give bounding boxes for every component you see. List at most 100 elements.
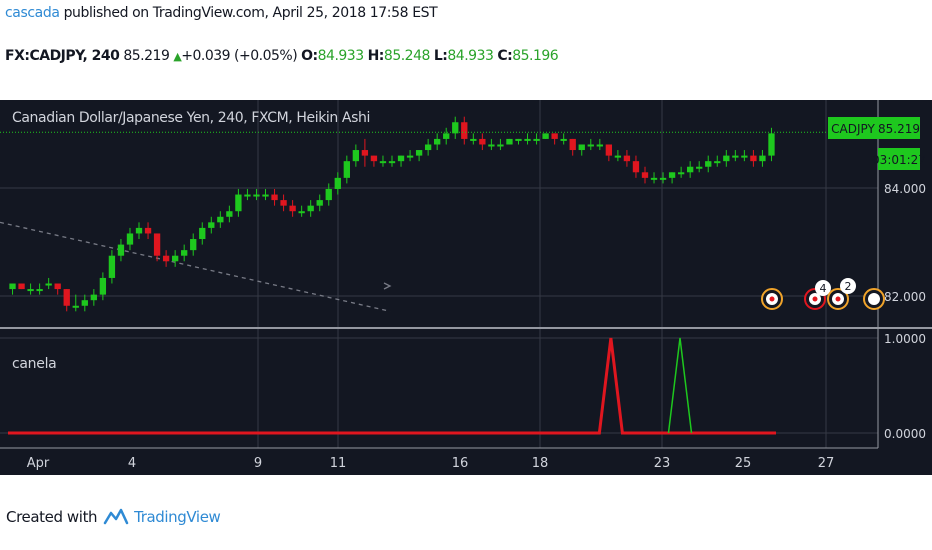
- candle-body[interactable]: [63, 289, 70, 306]
- candle-body[interactable]: [27, 289, 34, 292]
- candle-body[interactable]: [677, 172, 685, 175]
- candle-body[interactable]: [415, 150, 423, 156]
- candle-body[interactable]: [208, 222, 215, 228]
- candle-body[interactable]: [723, 155, 730, 162]
- candle-body[interactable]: [461, 122, 468, 139]
- candle-body[interactable]: [379, 161, 387, 164]
- candle-body[interactable]: [190, 239, 197, 251]
- candle-body[interactable]: [479, 138, 486, 145]
- candle-body[interactable]: [90, 294, 97, 301]
- candle-body[interactable]: [153, 233, 161, 256]
- candle-body[interactable]: [470, 138, 477, 141]
- candle-body[interactable]: [424, 144, 432, 151]
- candle-body[interactable]: [443, 133, 450, 139]
- time-axis[interactable]: Apr 4 9 11 16 18 23 25 27: [27, 456, 835, 471]
- candle-body[interactable]: [117, 244, 125, 256]
- candle-body[interactable]: [262, 194, 269, 197]
- candle-body[interactable]: [551, 133, 558, 139]
- candle-body[interactable]: [162, 255, 170, 262]
- candle-body[interactable]: [632, 161, 640, 173]
- candle-body[interactable]: [144, 227, 152, 234]
- candle-body[interactable]: [325, 188, 332, 201]
- candle-body[interactable]: [108, 255, 116, 278]
- candle-body[interactable]: [659, 177, 667, 180]
- candle-body[interactable]: [126, 233, 134, 245]
- candle-body[interactable]: [515, 138, 522, 141]
- candle-body[interactable]: [488, 144, 495, 147]
- candle-body[interactable]: [641, 172, 649, 178]
- candle-body[interactable]: [99, 277, 107, 295]
- candle-body[interactable]: [750, 155, 757, 162]
- candle-body[interactable]: [135, 227, 143, 234]
- candle-body[interactable]: [235, 194, 242, 212]
- candle-body[interactable]: [687, 166, 694, 173]
- candle-body[interactable]: [45, 283, 52, 286]
- candle-body[interactable]: [280, 200, 287, 206]
- candle-body[interactable]: [759, 155, 766, 162]
- candle-body[interactable]: [289, 205, 296, 212]
- chart-svg[interactable]: Canadian Dollar/Japanese Yen, 240, FXCM,…: [0, 100, 932, 475]
- candle-body[interactable]: [54, 283, 61, 290]
- author-link[interactable]: cascada: [5, 5, 60, 21]
- candle-body[interactable]: [668, 172, 676, 178]
- candle-body[interactable]: [18, 283, 25, 290]
- candle-body[interactable]: [732, 155, 739, 158]
- time-tick: 9: [254, 456, 262, 471]
- candle-body[interactable]: [72, 305, 79, 308]
- candle-body[interactable]: [578, 144, 585, 151]
- event-count-4: 4: [820, 282, 827, 295]
- tradingview-logo-icon: [103, 508, 129, 525]
- candle-body[interactable]: [714, 161, 721, 164]
- candle-body[interactable]: [226, 211, 233, 217]
- candle-body[interactable]: [253, 194, 260, 197]
- event-badge-dot-icon: [835, 296, 841, 302]
- candle-body[interactable]: [298, 211, 305, 214]
- candle-body[interactable]: [271, 194, 278, 201]
- candle-body[interactable]: [650, 177, 658, 180]
- event-badges[interactable]: 4 2: [761, 278, 885, 310]
- candle-body[interactable]: [244, 194, 251, 197]
- candle-body[interactable]: [524, 138, 531, 141]
- candle-body[interactable]: [614, 155, 622, 158]
- chart-area[interactable]: Canadian Dollar/Japanese Yen, 240, FXCM,…: [0, 100, 932, 475]
- candle-body[interactable]: [406, 155, 414, 158]
- event-count-bubble: [815, 280, 831, 296]
- candle-body[interactable]: [397, 155, 405, 162]
- candle-body[interactable]: [741, 155, 748, 158]
- candle-body[interactable]: [217, 216, 224, 223]
- candle-body[interactable]: [533, 138, 540, 141]
- trend-line[interactable]: [0, 221, 391, 312]
- candle-body[interactable]: [605, 144, 613, 156]
- candle-body[interactable]: [352, 150, 360, 162]
- candle-body[interactable]: [596, 144, 603, 147]
- candle-body[interactable]: [307, 205, 314, 212]
- candle-body[interactable]: [569, 138, 576, 151]
- candle-body[interactable]: [388, 161, 396, 164]
- candle-body[interactable]: [361, 150, 369, 156]
- candle-body[interactable]: [452, 122, 459, 134]
- time-tick: 25: [735, 456, 752, 471]
- candle-body[interactable]: [36, 289, 43, 292]
- candle-body[interactable]: [370, 155, 378, 162]
- candle-body[interactable]: [768, 133, 775, 156]
- candle-body[interactable]: [181, 250, 188, 256]
- candle-body[interactable]: [171, 255, 179, 262]
- candle-body[interactable]: [497, 144, 504, 147]
- high-value: 85.248: [383, 48, 431, 64]
- candle-body[interactable]: [316, 200, 323, 206]
- time-tick: 11: [330, 456, 347, 471]
- candle-body[interactable]: [81, 300, 88, 306]
- candle-body[interactable]: [696, 166, 703, 169]
- candle-body[interactable]: [560, 138, 567, 141]
- candle-body[interactable]: [587, 144, 594, 147]
- candle-body[interactable]: [199, 227, 206, 240]
- candle-body[interactable]: [506, 138, 513, 145]
- candle-body[interactable]: [542, 133, 549, 139]
- candle-body[interactable]: [705, 161, 712, 167]
- candle-body[interactable]: [434, 138, 441, 145]
- tradingview-logo[interactable]: TradingView: [103, 507, 221, 527]
- candle-body[interactable]: [623, 155, 631, 162]
- candle-body[interactable]: [9, 283, 16, 290]
- candle-body[interactable]: [343, 161, 350, 178]
- candle-body[interactable]: [334, 177, 341, 189]
